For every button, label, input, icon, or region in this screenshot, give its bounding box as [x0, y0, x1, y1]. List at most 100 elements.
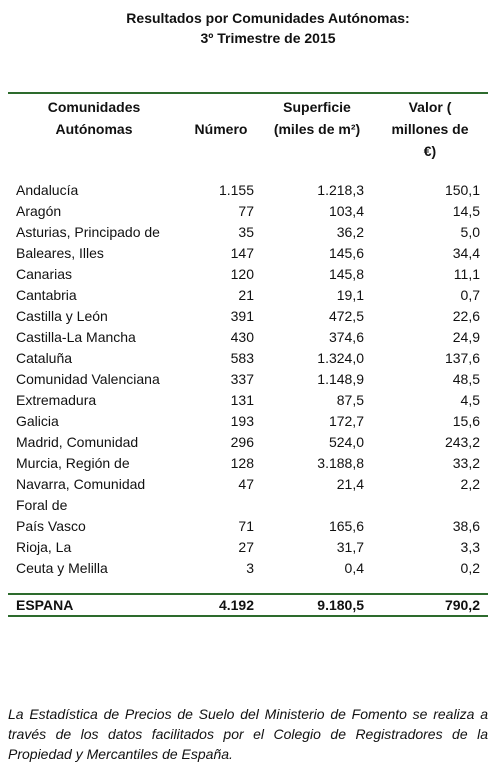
- region-name: Extremadura: [16, 392, 97, 408]
- spacer-cell: [8, 162, 180, 180]
- region-name: Castilla-La Mancha: [16, 329, 136, 345]
- value-cell: 24,9: [452, 329, 480, 345]
- region-name: Ceuta y Melilla: [16, 560, 108, 576]
- header-cell: Número: [194, 121, 248, 137]
- region-name: Castilla y León: [16, 308, 108, 324]
- value-cell: 147: [230, 245, 254, 261]
- data-row: Murcia, Región de 128 3.188,8 33,2: [8, 453, 488, 474]
- data-row: Canarias 120 145,8 11,1: [8, 264, 488, 285]
- value-cell: 15,6: [452, 413, 480, 429]
- value-cell: 4.192: [218, 597, 254, 613]
- value-cell: 21: [238, 287, 254, 303]
- spacer: [8, 162, 488, 180]
- region-name: Madrid, Comunidad: [16, 434, 139, 450]
- region-name: Murcia, Región de: [16, 455, 130, 471]
- value-cell: 374,6: [328, 329, 364, 345]
- value-cell: 3,3: [460, 539, 480, 555]
- spacer-cell: [8, 579, 180, 594]
- data-row: Baleares, Illes 147 145,6 34,4: [8, 243, 488, 264]
- value-cell: 14,5: [452, 203, 480, 219]
- value-cell: 2,2: [460, 476, 480, 492]
- value-cell: 145,8: [328, 266, 364, 282]
- data-row: Castilla y León 391 472,5 22,6: [8, 306, 488, 327]
- value-cell: 3: [246, 560, 254, 576]
- value-cell: 790,2: [444, 597, 480, 613]
- region-name: Comunidad Valenciana: [16, 371, 160, 387]
- table-body: Andalucía 1.155 1.218,3 150,1 Aragón 77 103,4 1…: [8, 162, 488, 616]
- value-cell: 36,2: [336, 224, 364, 240]
- value-cell: 19,1: [336, 287, 364, 303]
- title-line: Resultados por Comunidades Autónomas:: [126, 10, 410, 26]
- data-row: Cataluña 583 1.324,0 137,6: [8, 348, 488, 369]
- value-cell: 337: [230, 371, 254, 387]
- header-row: Comunidades Autónomas Número Superficie …: [8, 93, 488, 162]
- value-cell: 524,0: [328, 434, 364, 450]
- region-name: Cantabria: [16, 287, 77, 303]
- value-cell: 34,4: [452, 245, 480, 261]
- value-cell: 103,4: [328, 203, 364, 219]
- header-cell: Superficie (miles de m²): [273, 99, 361, 137]
- data-row: País Vasco 71 165,6 38,6: [8, 516, 488, 537]
- region-name: Baleares, Illes: [16, 245, 104, 261]
- value-cell: 87,5: [336, 392, 364, 408]
- value-cell: 172,7: [328, 413, 364, 429]
- value-cell: 120: [230, 266, 254, 282]
- header-cell: Valor ( millones de €): [391, 99, 469, 159]
- title-line: 3º Trimestre de 2015: [200, 30, 336, 46]
- value-cell: 27: [238, 539, 254, 555]
- value-cell: 3.188,8: [317, 455, 364, 471]
- data-row: Aragón 77 103,4 14,5: [8, 201, 488, 222]
- region-name: Canarias: [16, 266, 73, 282]
- value-cell: 165,6: [328, 518, 364, 534]
- value-cell: 128: [230, 455, 254, 471]
- region-name: Navarra, Comunidad Foral de: [16, 476, 146, 513]
- value-cell: 1.148,9: [317, 371, 364, 387]
- value-cell: 391: [230, 308, 254, 324]
- value-cell: 145,6: [328, 245, 364, 261]
- value-cell: 0,4: [344, 560, 364, 576]
- value-cell: 0,7: [460, 287, 480, 303]
- value-cell: 47: [238, 476, 254, 492]
- value-cell: 33,2: [452, 455, 480, 471]
- data-row: Castilla-La Mancha 430 374,6 24,9: [8, 327, 488, 348]
- region-name: Aragón: [16, 203, 62, 219]
- value-cell: 9.180,5: [317, 597, 364, 613]
- value-cell: 131: [230, 392, 254, 408]
- value-cell: 38,6: [452, 518, 480, 534]
- value-cell: 472,5: [328, 308, 364, 324]
- data-row: Andalucía 1.155 1.218,3 150,1: [8, 180, 488, 201]
- value-cell: 150,1: [444, 182, 480, 198]
- spacer: [8, 579, 488, 594]
- value-cell: 296: [230, 434, 254, 450]
- value-cell: 31,7: [336, 539, 364, 555]
- value-cell: 5,0: [460, 224, 480, 240]
- title: Resultados por Comunidades Autónomas: 3º…: [0, 8, 496, 48]
- value-cell: 430: [230, 329, 254, 345]
- value-cell: 11,1: [453, 266, 480, 282]
- value-cell: 583: [230, 350, 254, 366]
- value-cell: 0,2: [460, 560, 480, 576]
- value-cell: 21,4: [336, 476, 364, 492]
- data-row: Navarra, Comunidad Foral de 47 21,4 2,2: [8, 474, 488, 516]
- region-name: Rioja, La: [16, 539, 72, 555]
- table-header: Comunidades Autónomas Número Superficie …: [8, 93, 488, 162]
- results-table: Comunidades Autónomas Número Superficie …: [8, 92, 488, 617]
- value-cell: 77: [238, 203, 254, 219]
- value-cell: 22,6: [452, 308, 480, 324]
- data-row: Asturias, Principado de 35 36,2 5,0: [8, 222, 488, 243]
- value-cell: 1.324,0: [317, 350, 364, 366]
- value-cell: 243,2: [444, 434, 480, 450]
- value-cell: 35: [238, 224, 254, 240]
- data-row: Cantabria 21 19,1 0,7: [8, 285, 488, 306]
- value-cell: 1.218,3: [317, 182, 364, 198]
- value-cell: 137,6: [444, 350, 480, 366]
- region-name: ESPANA: [16, 597, 74, 613]
- data-row: Ceuta y Melilla 3 0,4 0,2: [8, 558, 488, 579]
- value-cell: 48,5: [452, 371, 480, 387]
- region-name: Andalucía: [16, 182, 79, 198]
- value-cell: 71: [238, 518, 254, 534]
- value-cell: 4,5: [460, 392, 480, 408]
- data-row: Rioja, La 27 31,7 3,3: [8, 537, 488, 558]
- region-name: Asturias, Principado de: [16, 224, 160, 240]
